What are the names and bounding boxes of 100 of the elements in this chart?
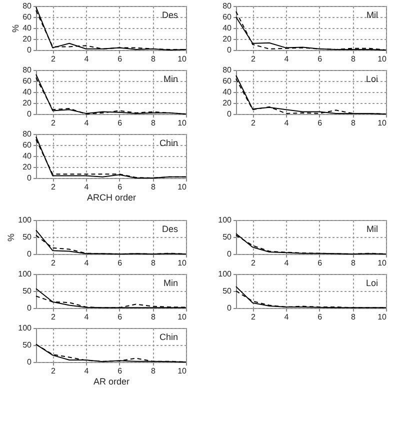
y-tick-label: 50 — [222, 232, 232, 242]
y-tick-label: 0 — [227, 304, 232, 312]
x-tick-label: 4 — [284, 54, 290, 64]
annotation: Min — [163, 74, 178, 84]
x-tick-label: 6 — [118, 118, 123, 128]
x-tick-label: 8 — [150, 312, 156, 322]
x-tick-label: 4 — [84, 54, 90, 64]
x-tick-label: 4 — [284, 258, 290, 268]
x-tick-label: 6 — [318, 118, 323, 128]
x-tick-label: 4 — [84, 366, 90, 376]
y-tick-label: 40 — [22, 88, 32, 96]
x-tick-label: 8 — [150, 258, 156, 268]
x-tick-label: 8 — [350, 312, 356, 322]
y-tick-label: 0 — [27, 46, 32, 54]
y-tick-label: 50 — [22, 340, 32, 350]
x-tick-label: 2 — [250, 258, 256, 268]
x-tick-label: 2 — [50, 54, 56, 64]
annotation: Chin — [159, 332, 178, 342]
y-axis-title: % — [10, 24, 21, 33]
y-tick-label: 20 — [22, 162, 32, 172]
x-tick-label: 8 — [150, 182, 156, 192]
annotation: Mil — [366, 10, 378, 20]
x-tick-label: 2 — [50, 182, 56, 192]
y-tick-label: 80 — [22, 2, 32, 10]
x-tick-label: 6 — [118, 366, 123, 376]
y-tick-label: 0 — [27, 110, 32, 118]
x-tick-label: 2 — [250, 312, 256, 322]
y-tick-label: 60 — [222, 12, 232, 22]
x-tick-label: 6 — [118, 54, 123, 64]
y-tick-label: 80 — [22, 66, 32, 74]
annotation: Chin — [159, 138, 178, 148]
x-tick-label: 10 — [178, 118, 188, 128]
x-tick-label: 8 — [150, 118, 156, 128]
x-tick-label: 2 — [50, 118, 56, 128]
x-axis-title: AR order — [93, 376, 130, 386]
x-tick-label: 8 — [150, 366, 156, 376]
x-tick-label: 6 — [118, 182, 123, 192]
x-tick-label: 2 — [50, 366, 56, 376]
y-tick-label: 100 — [18, 216, 32, 224]
y-tick-label: 80 — [222, 66, 232, 74]
x-tick-label: 4 — [284, 312, 290, 322]
x-axis-title: ARCH order — [86, 192, 136, 202]
x-tick-label: 10 — [378, 54, 388, 64]
x-tick-label: 4 — [84, 182, 90, 192]
y-tick-label: 0 — [227, 250, 232, 258]
annotation: Des — [162, 224, 178, 234]
x-tick-label: 2 — [50, 258, 56, 268]
y-tick-label: 0 — [27, 358, 32, 366]
x-tick-label: 2 — [250, 118, 256, 128]
y-tick-label: 0 — [227, 110, 232, 118]
annotation: Des — [162, 10, 178, 20]
x-tick-label: 8 — [350, 118, 356, 128]
y-tick-label: 20 — [22, 34, 32, 44]
x-tick-label: 10 — [178, 258, 188, 268]
y-tick-label: 20 — [222, 98, 232, 108]
annotation: Mil — [366, 224, 378, 234]
annotation: Loi — [366, 74, 378, 84]
annotation: Min — [163, 278, 178, 288]
annotation: Loi — [366, 278, 378, 288]
x-tick-label: 10 — [378, 258, 388, 268]
y-tick-label: 40 — [22, 152, 32, 160]
y-tick-label: 50 — [222, 286, 232, 296]
y-tick-label: 20 — [22, 98, 32, 108]
x-tick-label: 4 — [84, 118, 90, 128]
x-tick-label: 10 — [178, 182, 188, 192]
y-tick-label: 0 — [27, 250, 32, 258]
x-tick-label: 2 — [50, 312, 56, 322]
x-tick-label: 4 — [84, 312, 90, 322]
y-tick-label: 60 — [22, 12, 32, 22]
y-tick-label: 100 — [18, 324, 32, 332]
x-tick-label: 6 — [318, 312, 323, 322]
y-axis-title: % — [6, 233, 16, 242]
x-tick-label: 10 — [378, 118, 388, 128]
y-tick-label: 60 — [222, 76, 232, 86]
x-tick-label: 4 — [284, 118, 290, 128]
x-tick-label: 10 — [378, 312, 388, 322]
y-tick-label: 20 — [222, 34, 232, 44]
x-tick-label: 4 — [84, 258, 90, 268]
y-tick-label: 50 — [22, 232, 32, 242]
x-tick-label: 8 — [350, 54, 356, 64]
y-tick-label: 80 — [222, 2, 232, 10]
y-tick-label: 40 — [222, 24, 232, 32]
y-tick-label: 100 — [18, 270, 32, 278]
y-tick-label: 50 — [22, 286, 32, 296]
y-tick-label: 100 — [218, 216, 232, 224]
x-tick-label: 8 — [150, 54, 156, 64]
y-tick-label: 60 — [22, 140, 32, 150]
y-tick-label: 60 — [22, 76, 32, 86]
x-tick-label: 6 — [118, 312, 123, 322]
x-tick-label: 6 — [318, 54, 323, 64]
x-tick-label: 2 — [250, 54, 256, 64]
x-tick-label: 10 — [178, 312, 188, 322]
y-tick-label: 0 — [27, 304, 32, 312]
y-tick-label: 40 — [22, 24, 32, 32]
y-tick-label: 0 — [227, 46, 232, 54]
x-tick-label: 10 — [178, 366, 188, 376]
x-tick-label: 10 — [178, 54, 188, 64]
x-tick-label: 8 — [350, 258, 356, 268]
y-tick-label: 80 — [22, 130, 32, 138]
y-tick-label: 100 — [218, 270, 232, 278]
